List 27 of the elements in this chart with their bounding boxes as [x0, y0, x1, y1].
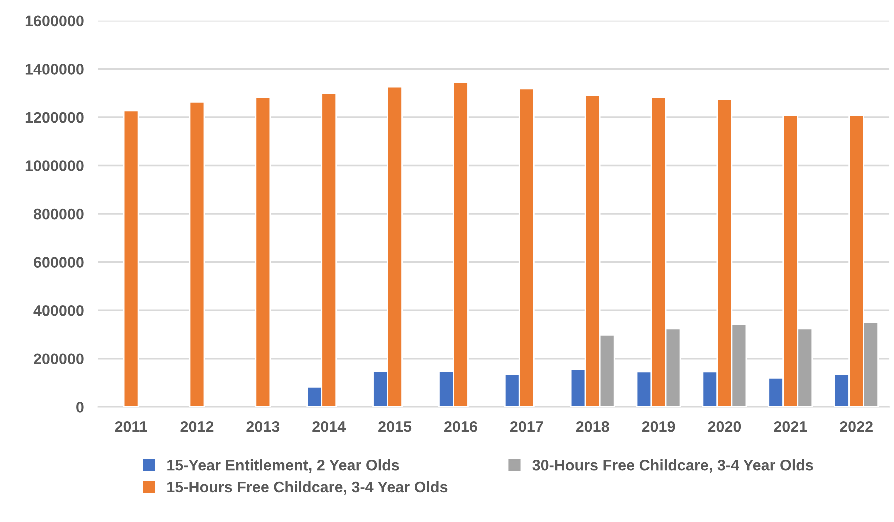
- y-tick-label: 1600000: [26, 16, 84, 27]
- x-tick-label: 2018: [576, 421, 610, 432]
- bar: [255, 96, 272, 408]
- y-tick-label: 1200000: [26, 112, 84, 124]
- x-tick-label: 2022: [840, 421, 873, 432]
- x-tick-label: 2012: [180, 421, 214, 432]
- y-tick-label: 0: [76, 402, 84, 413]
- bar: [189, 102, 206, 408]
- x-tick-label: 2021: [774, 421, 808, 432]
- y-tick-label: 800000: [34, 208, 84, 220]
- x-tick-label: 2017: [510, 421, 544, 432]
- y-tick-label: 200000: [34, 354, 84, 365]
- y-tick-label: 400000: [34, 305, 84, 316]
- y-tick-label: 1400000: [26, 64, 84, 75]
- x-tick-label: 2014: [312, 421, 346, 432]
- legend-label: 15-Year Entitlement, 2 Year Olds: [168, 460, 400, 473]
- legend-label: 30-Hours Free Childcare, 3-4 Year Olds: [532, 460, 814, 473]
- x-tick-label: 2011: [115, 421, 148, 432]
- x-tick-label: 2016: [444, 421, 478, 432]
- x-tick-label: 2020: [708, 421, 742, 432]
- y-tick-label: 1000000: [26, 160, 84, 172]
- x-tick-label: 2019: [642, 421, 676, 432]
- bar: [123, 110, 140, 408]
- x-tick-label: 2013: [246, 421, 280, 432]
- y-tick-label: 600000: [34, 257, 84, 268]
- x-tick-label: 2015: [378, 421, 412, 432]
- legend-label: 15-Hours Free Childcare, 3-4 Year Olds: [168, 481, 448, 495]
